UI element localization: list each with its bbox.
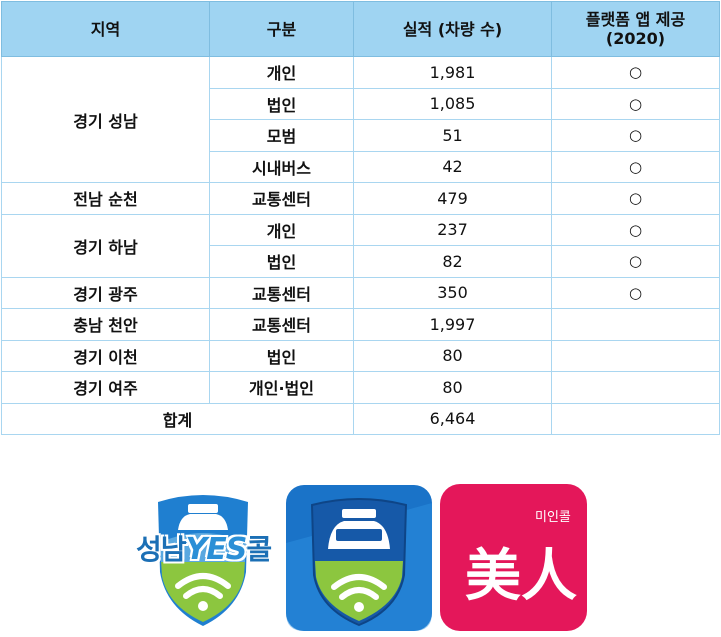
region-cell: 경기 광주: [1, 276, 210, 309]
header-platform-line2: (2020): [605, 29, 666, 48]
app-logos: 성남YES콜 미인콜 美人: [128, 480, 598, 634]
app-mark-cell: [551, 339, 720, 372]
app-mark-cell: ○: [551, 56, 720, 89]
table-header-row: 지역 구분 실적 (차량 수) 플랫폼 앱 제공 (2020): [1, 1, 720, 57]
category-cell: 법인: [209, 339, 354, 372]
region-cell: 충남 천안: [1, 308, 210, 341]
category-cell: 교통센터: [209, 276, 354, 309]
taxi-icon: [286, 485, 432, 631]
app-mark-cell: ○: [551, 87, 720, 120]
miin-call-icon: 미인콜 美人: [440, 484, 587, 631]
value-cell: 350: [353, 276, 552, 309]
region-cell: 경기 여주: [1, 371, 210, 404]
value-cell: 237: [353, 213, 552, 246]
value-cell: 82: [353, 245, 552, 278]
header-platform-line1: 플랫폼 앱 제공: [585, 10, 686, 29]
category-cell: 교통센터: [209, 308, 354, 341]
value-cell: 1,085: [353, 87, 552, 120]
category-cell: 개인: [209, 213, 354, 246]
miin-call-app-icon: 미인콜 美人: [439, 483, 588, 632]
app-mark-cell: ○: [551, 245, 720, 278]
logo-text-call: 콜: [246, 533, 272, 566]
table-row: 경기 여주 개인·법인 80: [1, 371, 720, 404]
total-row: 합계 6,464: [1, 402, 720, 435]
seongnam-yes-call-logo: 성남YES콜: [128, 480, 278, 630]
app-mark-cell: [551, 371, 720, 404]
total-label: 합계: [1, 402, 354, 435]
table-row: 모범 51 ○: [2, 119, 720, 152]
value-cell: 80: [353, 339, 552, 372]
value-cell: 1,997: [353, 308, 552, 341]
logo-text-seongnam: 성남: [136, 533, 187, 566]
app-mark-cell: ○: [551, 150, 720, 183]
category-cell: 법인: [209, 245, 354, 278]
header-region: 지역: [1, 1, 210, 57]
table-row: 경기 성남 개인 1,981 ○: [1, 56, 720, 183]
category-cell: 개인·법인: [209, 371, 354, 404]
category-cell: 교통센터: [209, 182, 354, 215]
region-cell: 경기 하남: [1, 213, 210, 278]
value-cell: 42: [353, 150, 552, 183]
category-cell: 개인: [209, 56, 354, 89]
category-cell: 모범: [209, 119, 354, 152]
app-mark-cell: ○: [551, 182, 720, 215]
region-cell: 경기 이천: [1, 339, 210, 372]
table-row: 경기 하남 개인 237 ○: [1, 213, 720, 278]
table-row: 경기 광주 교통센터 350 ○: [1, 276, 720, 309]
table-row: 경기 이천 법인 80: [1, 339, 720, 372]
table-row: 충남 천안 교통센터 1,997: [1, 308, 720, 341]
region-cell: 전남 순천: [1, 182, 210, 215]
total-empty-cell: [551, 402, 720, 435]
category-cell: 법인: [209, 87, 354, 120]
app-mark-cell: ○: [551, 213, 720, 246]
table-row: 법인 1,085 ○: [2, 87, 720, 120]
value-cell: 51: [353, 119, 552, 152]
header-performance: 실적 (차량 수): [353, 1, 552, 57]
shield-logo-graphic: [158, 495, 248, 626]
miin-call-character: 美人: [465, 543, 577, 609]
value-cell: 479: [353, 182, 552, 215]
app-mark-cell: ○: [551, 276, 720, 309]
region-cell: 경기 성남: [1, 56, 210, 183]
taxi-app-icon: [284, 483, 434, 633]
miin-call-small-label: 미인콜: [535, 510, 571, 525]
total-value: 6,464: [353, 402, 552, 435]
seongnam-logo-text: 성남YES콜: [136, 528, 272, 568]
table-row: 시내버스 42 ○: [2, 150, 720, 183]
table-row: 전남 순천 교통센터 479 ○: [1, 182, 720, 215]
table-row: 법인 82 ○: [2, 245, 720, 278]
logo-text-yes: YES: [185, 532, 248, 567]
header-platform: 플랫폼 앱 제공 (2020): [551, 1, 720, 57]
app-mark-cell: [551, 308, 720, 341]
value-cell: 1,981: [353, 56, 552, 89]
category-cell: 시내버스: [209, 150, 354, 183]
app-mark-cell: ○: [551, 119, 720, 152]
value-cell: 80: [353, 371, 552, 404]
performance-table: 지역 구분 실적 (차량 수) 플랫폼 앱 제공 (2020) 경기 성남 개인…: [1, 1, 720, 435]
header-category: 구분: [209, 1, 354, 57]
